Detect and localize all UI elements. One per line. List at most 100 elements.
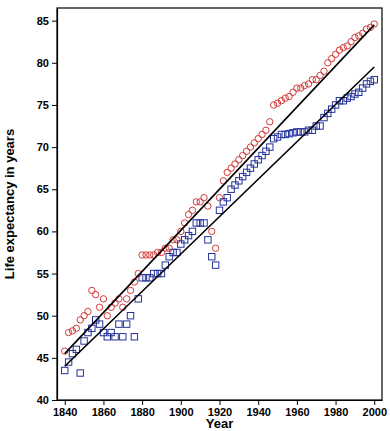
point (267, 144, 273, 150)
tick-mark (52, 400, 57, 401)
point (359, 85, 365, 91)
point (329, 55, 335, 61)
point (301, 82, 307, 88)
point (116, 321, 122, 327)
point (73, 346, 79, 352)
tick: 1860 (92, 400, 116, 418)
tick: 85 (37, 15, 57, 27)
point (209, 253, 215, 259)
tick: 40 (37, 394, 57, 406)
point (73, 325, 79, 331)
point (278, 131, 284, 137)
tick-mark (52, 274, 57, 275)
tick-mark (336, 400, 337, 405)
point (127, 312, 133, 318)
tick: 65 (37, 183, 57, 195)
point (170, 249, 176, 255)
tick-label: 1860 (92, 406, 116, 418)
point (371, 76, 377, 82)
point (62, 367, 68, 373)
point (270, 135, 276, 141)
point (104, 312, 110, 318)
tick-mark (52, 147, 57, 148)
point (290, 89, 296, 95)
point (251, 161, 257, 167)
point (332, 51, 338, 57)
tick: 55 (37, 268, 57, 280)
y-axis: 40 45 50 55 60 65 70 75 80 85 (37, 9, 58, 407)
tick-label: 60 (37, 225, 49, 237)
tick: 60 (37, 225, 57, 237)
point (317, 123, 323, 129)
point (205, 237, 211, 243)
point (236, 157, 242, 163)
tick: 45 (37, 352, 57, 364)
point (123, 296, 129, 302)
point (220, 199, 226, 205)
tick-mark (374, 400, 375, 405)
point (212, 245, 218, 251)
point (255, 135, 261, 141)
tick-label: 1840 (53, 406, 77, 418)
tick-label: 2000 (363, 406, 387, 418)
point (189, 228, 195, 234)
tick: 70 (37, 141, 57, 153)
point (236, 178, 242, 184)
point (108, 329, 114, 335)
point (189, 207, 195, 213)
point (212, 262, 218, 268)
tick-mark (181, 400, 182, 405)
tick: 1940 (246, 400, 270, 418)
tick-mark (52, 189, 57, 190)
tick: 2000 (363, 400, 387, 418)
point (216, 207, 222, 213)
point (294, 129, 300, 135)
point (270, 102, 276, 108)
point (178, 241, 184, 247)
tick-label: 1880 (130, 406, 154, 418)
point (363, 81, 369, 87)
point (224, 169, 230, 175)
point (286, 93, 292, 99)
point (65, 329, 71, 335)
point (243, 148, 249, 154)
point (247, 144, 253, 150)
tick-mark (52, 21, 57, 22)
tick: 80 (37, 57, 57, 69)
point (81, 338, 87, 344)
point (120, 334, 126, 340)
point (151, 270, 157, 276)
point (201, 194, 207, 200)
tick-mark (52, 316, 57, 317)
tick-mark (52, 105, 57, 106)
plot: 1840186018801900192019401960198020004045… (37, 8, 387, 418)
point (104, 334, 110, 340)
point (209, 228, 215, 234)
point (81, 312, 87, 318)
point (201, 220, 207, 226)
tick: 1980 (324, 400, 348, 418)
tick: 1960 (285, 400, 309, 418)
point (352, 91, 358, 97)
point (259, 152, 265, 158)
point (251, 140, 257, 146)
tick-mark (142, 400, 143, 405)
point (348, 39, 354, 45)
point (259, 131, 265, 137)
point (313, 76, 319, 82)
tick-label: 75 (37, 99, 49, 111)
data-layer (62, 21, 378, 376)
point (232, 182, 238, 188)
point (305, 81, 311, 87)
point (216, 194, 222, 200)
point (243, 169, 249, 175)
point (127, 287, 133, 293)
tick-label: 70 (37, 141, 49, 153)
tick-label: 50 (37, 310, 49, 322)
tick: 1900 (169, 400, 193, 418)
tick-label: 1960 (285, 406, 309, 418)
tick-label: 40 (37, 394, 49, 406)
point (317, 72, 323, 78)
tick-label: 1980 (324, 406, 348, 418)
tick-label: 80 (37, 57, 49, 69)
